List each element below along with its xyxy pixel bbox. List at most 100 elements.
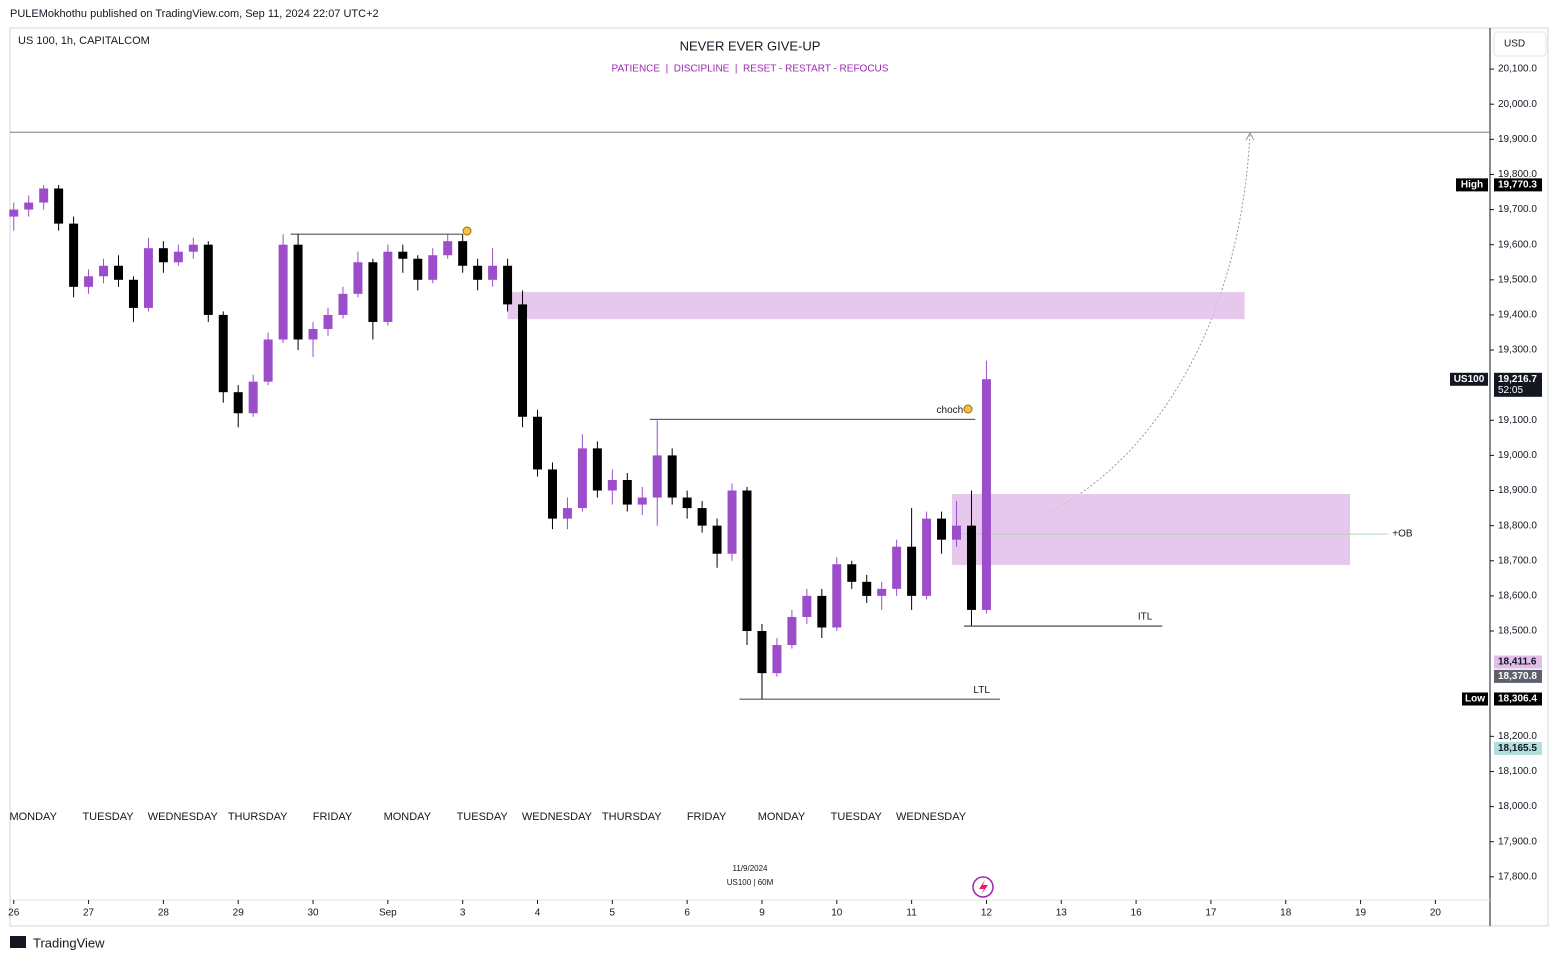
price-tag-label: US100 [1454,374,1485,385]
price-badge-label: 18,306.4 [1498,694,1537,705]
price-tag [1462,692,1488,706]
candle-body [398,251,408,259]
level-label: +OB [1392,529,1413,540]
candle-body [203,244,213,315]
price-tag [1456,178,1488,192]
y-tick-label: 19,500.0 [1498,274,1537,285]
candle-body [757,630,767,674]
candle-body [308,328,318,340]
price-badge-label: 19,770.3 [1498,180,1537,191]
candle-body [99,265,109,277]
candle-body [158,248,168,263]
y-tick-label: 17,800.0 [1498,871,1537,882]
candle-body [39,188,49,203]
candle-body [503,265,513,305]
level-label: ITL [1138,612,1153,623]
price-badge [1494,669,1542,683]
x-tick-label: 19 [1355,908,1367,919]
candle-body [667,455,677,498]
candle-body [697,508,707,526]
x-tick-label: Sep [379,908,397,919]
candle-body [263,339,273,382]
x-tick-label: 5 [610,908,616,919]
lightning-glyph [979,880,988,895]
weekday-label: THURSDAY [228,811,288,823]
weekday-label: FRIDAY [313,811,353,823]
candle-body [652,455,662,498]
y-tick-label: 18,000.0 [1498,801,1537,812]
weekday-label: MONDAY [9,811,57,823]
candle-body [742,490,752,631]
x-tick-label: 30 [307,908,319,919]
candle-body [937,518,947,540]
candle-body [173,251,183,263]
price-badge [1494,655,1542,669]
x-tick-label: 16 [1131,908,1143,919]
watermark-date: 11/9/2024 [733,864,769,873]
x-tick-label: 3 [460,908,466,919]
candle-body [847,564,857,582]
candle-body [69,223,79,287]
y-tick-label: 18,700.0 [1498,555,1537,566]
y-tick-label: 18,900.0 [1498,485,1537,496]
y-tick-label: 19,000.0 [1498,450,1537,461]
candle-body [114,265,123,280]
candle-body [24,202,34,210]
candle-body [787,616,797,646]
x-tick-label: 29 [233,908,245,919]
candle-body [907,546,917,596]
candle-body [892,546,902,589]
weekday-label: FRIDAY [687,811,727,823]
price-tag-label: High [1461,180,1483,191]
candle-body [428,255,438,280]
y-tick-label: 19,700.0 [1498,204,1537,215]
symbol: US 100, 1h, CAPITALCOM [18,35,150,47]
candle-body [488,265,498,280]
candle-body [877,588,887,596]
candle-body [368,262,378,322]
weekday-label: TUESDAY [82,811,134,823]
candle-body [233,392,243,414]
currency-box[interactable] [1493,31,1547,57]
y-tick-label: 18,100.0 [1498,766,1537,777]
price-tag [1450,372,1488,386]
x-tick-label: 17 [1205,908,1217,919]
chart-title: NEVER EVER GIVE-UP [680,38,821,53]
candle-body [338,293,348,315]
lightning-icon[interactable] [972,876,994,898]
x-tick-label: 18 [1280,908,1292,919]
y-tick-label: 19,400.0 [1498,310,1537,321]
level-label: LTL [973,685,990,696]
candle-body [533,416,542,470]
watermark-symbol: US100 | 60M [727,878,774,887]
price-badge [1494,741,1542,755]
candle-body [952,525,962,540]
candle-body [188,244,198,252]
y-tick-label: 19,100.0 [1498,415,1537,426]
y-tick-label: 18,200.0 [1498,731,1537,742]
price-badge-label: 18,165.5 [1498,743,1537,754]
price-tag-label: Low [1465,694,1485,705]
candle-body [293,244,303,340]
x-tick-label: 27 [83,908,95,919]
price-badge [1494,692,1542,706]
y-tick-label: 19,800.0 [1498,169,1537,180]
order-block-zone [952,494,1351,565]
weekday-label: TUESDAY [831,811,883,823]
x-tick-label: 6 [684,908,690,919]
y-tick-label: 17,900.0 [1498,836,1537,847]
candle-body [592,448,602,491]
x-tick-label: 12 [981,908,993,919]
weekday-label: MONDAY [758,811,806,823]
candle-body [218,314,228,393]
candle-body [802,595,812,617]
currency: USD [1504,39,1525,50]
x-tick-label: 4 [535,908,541,919]
candle-body [473,265,483,280]
chart-subtitle: PATIENCE | DISCIPLINE | RESET - RESTART … [612,64,889,75]
x-tick-label: 11 [906,908,917,919]
x-tick-label: 26 [8,908,20,919]
candle-body [84,276,94,287]
y-tick-label: 20,000.0 [1498,99,1537,110]
y-tick-label: 18,500.0 [1498,626,1537,637]
